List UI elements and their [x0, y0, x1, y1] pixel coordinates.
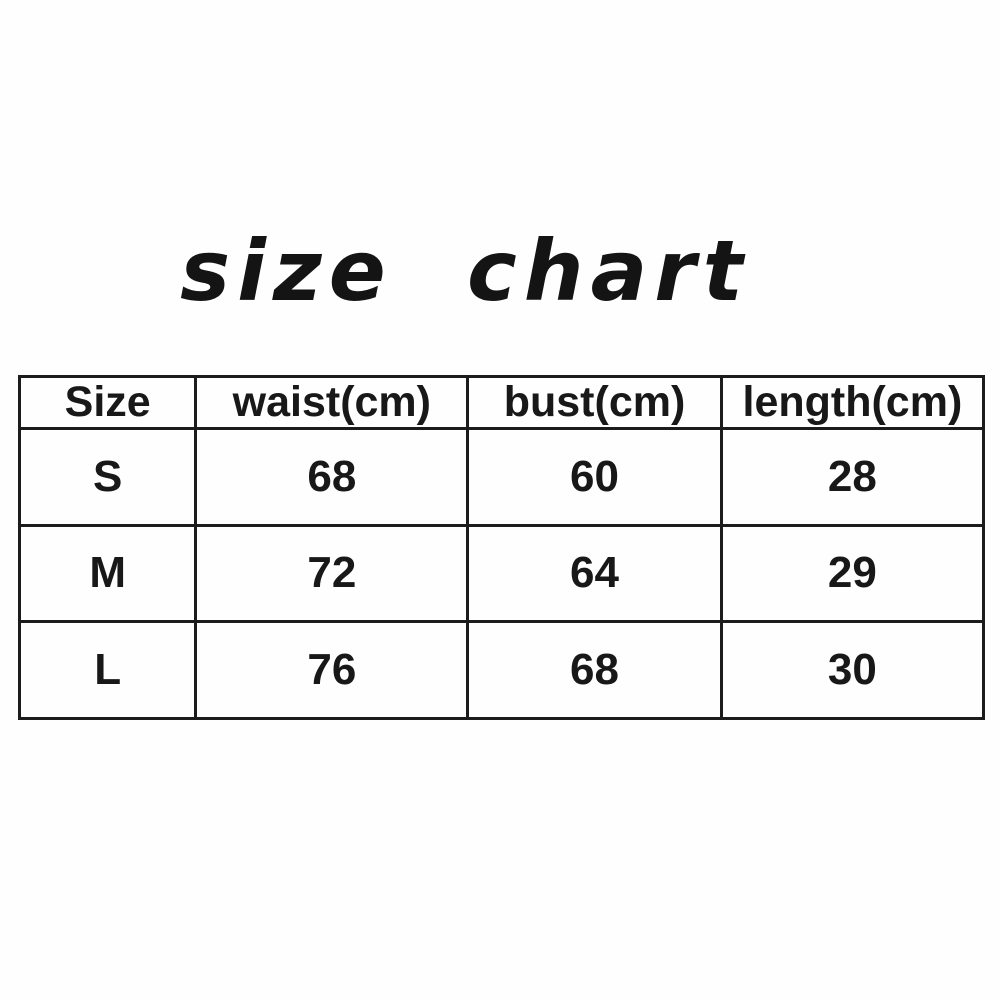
cell-l-size: L: [17, 620, 198, 720]
cell-m-length: 29: [719, 523, 986, 624]
column-header-length: length(cm): [719, 375, 986, 430]
table-row-m: M 72 64 29: [17, 523, 986, 624]
column-header-size: Size: [17, 375, 198, 430]
cell-s-waist: 68: [194, 427, 470, 527]
column-header-bust: bust(cm): [466, 375, 723, 430]
cell-l-length: 30: [719, 620, 986, 720]
table-row-s: S 68 60 28: [17, 427, 986, 527]
cell-m-bust: 64: [466, 523, 723, 624]
cell-m-size: M: [17, 523, 198, 624]
size-chart-table: Size waist(cm) bust(cm) length(cm) S 68 …: [17, 375, 986, 720]
column-header-waist: waist(cm): [194, 375, 470, 430]
cell-l-waist: 76: [194, 620, 470, 720]
table-header-row: Size waist(cm) bust(cm) length(cm): [17, 375, 986, 430]
page-title: size chart: [180, 222, 750, 320]
cell-s-size: S: [17, 427, 198, 527]
cell-s-bust: 60: [466, 427, 723, 527]
cell-s-length: 28: [719, 427, 986, 527]
table-row-l: L 76 68 30: [17, 620, 986, 720]
cell-m-waist: 72: [194, 523, 470, 624]
cell-l-bust: 68: [466, 620, 723, 720]
